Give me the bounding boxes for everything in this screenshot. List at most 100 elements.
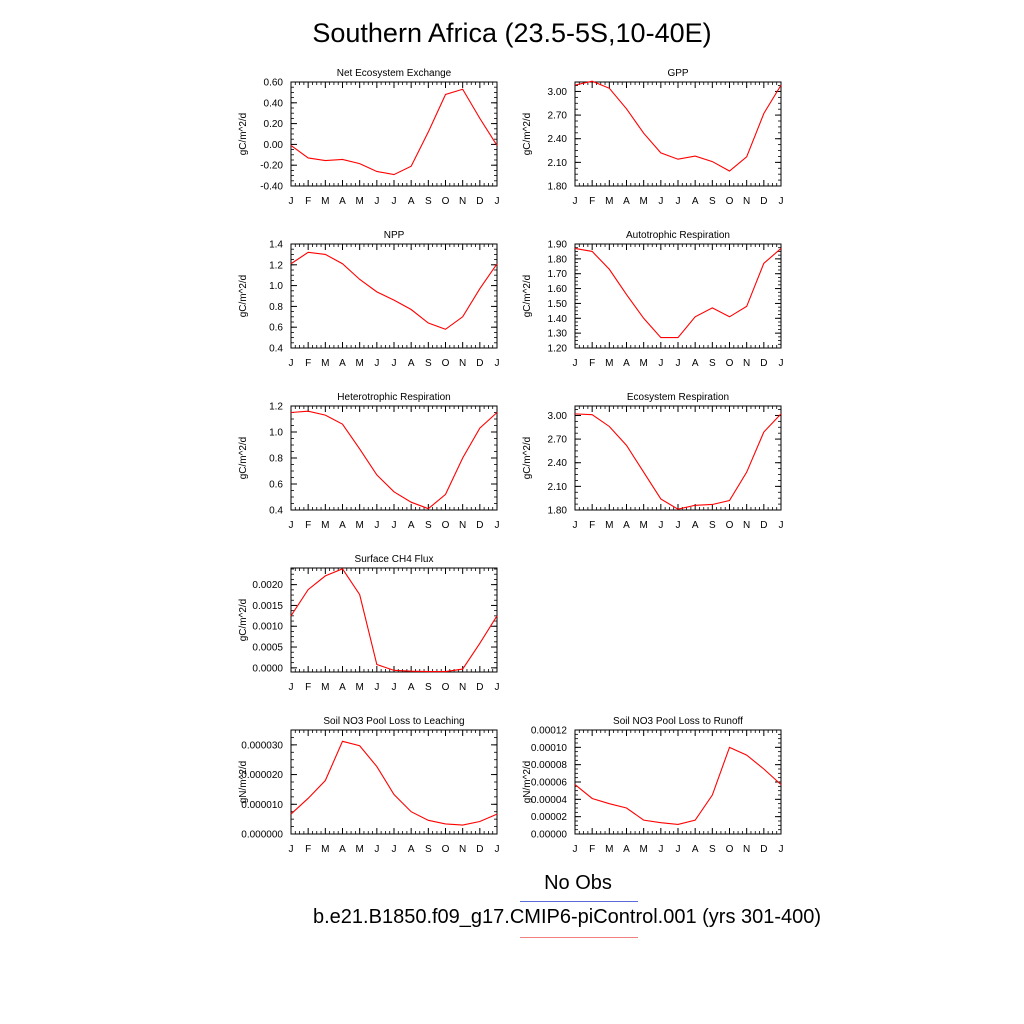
y-tick-label: 1.80 [548,182,568,193]
x-tick-label: S [709,844,716,855]
x-tick-label: F [305,844,311,855]
x-tick-label: J [573,196,578,207]
series-line [574,80,782,172]
x-tick-label: F [589,196,595,207]
x-tick-label: A [692,196,699,207]
x-tick-label: D [476,196,483,207]
x-tick-label: A [339,520,346,531]
x-tick-label: J [779,196,784,207]
plot-frame [574,81,782,187]
y-tick-label: 1.2 [269,402,283,413]
y-axis-label: gC/m^2/d [238,599,249,642]
x-tick-label: J [374,358,379,369]
x-tick-label: A [408,520,415,531]
y-tick-label: 1.30 [548,329,568,340]
chart-title: Ecosystem Respiration [627,392,729,403]
plot-frame [290,729,498,835]
y-tick-label: 1.0 [269,428,283,439]
x-tick-label: J [374,844,379,855]
x-tick-label: F [305,682,311,693]
y-tick-label: 0.0015 [252,601,283,612]
x-tick-label: N [459,520,466,531]
x-tick-label: D [760,196,767,207]
chart-title: GPP [667,68,688,79]
y-axis-label: gN/m^2/d [238,761,249,804]
y-tick-label: 1.70 [548,269,568,280]
y-axis-label: gN/m^2/d [522,761,533,804]
x-tick-label: M [605,844,613,855]
y-tick-label: 0.00008 [531,760,568,771]
x-tick-label: O [442,196,450,207]
chart-title: Heterotrophic Respiration [337,392,450,403]
y-tick-label: 0.00012 [531,726,568,737]
x-tick-label: M [321,844,329,855]
x-tick-label: J [392,196,397,207]
x-tick-label: J [495,520,500,531]
y-tick-label: 0.00000 [531,830,568,841]
x-tick-label: M [355,844,363,855]
y-tick-label: 1.40 [548,314,568,325]
x-tick-label: F [305,358,311,369]
x-tick-label: N [459,844,466,855]
x-tick-label: M [639,844,647,855]
x-tick-label: J [392,682,397,693]
x-tick-label: F [589,520,595,531]
x-tick-label: A [339,682,346,693]
x-tick-label: O [726,196,734,207]
x-tick-label: M [639,520,647,531]
x-tick-label: A [339,358,346,369]
x-tick-label: A [339,196,346,207]
x-tick-label: J [676,196,681,207]
legend-model-label: b.e21.B1850.f09_g17.CMIP6-piControl.001 … [313,906,822,928]
x-tick-label: A [692,520,699,531]
series-line [574,247,782,339]
y-tick-label: 2.40 [548,458,568,469]
x-tick-label: O [442,682,450,693]
y-tick-label: 1.20 [548,344,568,355]
x-tick-label: O [726,844,734,855]
y-tick-label: 3.00 [548,87,568,98]
x-tick-label: N [743,196,750,207]
x-tick-label: F [589,844,595,855]
y-tick-label: 0.6 [269,323,283,334]
x-tick-label: J [374,196,379,207]
chart-title: Net Ecosystem Exchange [337,68,452,79]
x-tick-label: J [495,844,500,855]
chart-title: Soil NO3 Pool Loss to Runoff [613,716,743,727]
y-tick-label: 0.8 [269,454,283,465]
plot-frame [290,567,498,673]
series-line [290,410,498,510]
x-tick-label: J [495,196,500,207]
x-tick-label: O [726,520,734,531]
chart-title: Autotrophic Respiration [626,230,730,241]
x-tick-label: J [573,358,578,369]
page-title: Southern Africa (23.5-5S,10-40E) [312,18,712,48]
chart-title: Soil NO3 Pool Loss to Leaching [323,716,464,727]
y-tick-label: 1.80 [548,254,568,265]
y-axis-label: gC/m^2/d [522,275,533,318]
x-tick-label: J [289,358,294,369]
x-tick-label: J [658,358,663,369]
chart-title: Surface CH4 Flux [355,554,434,565]
y-tick-label: 2.10 [548,482,568,493]
x-tick-label: A [408,844,415,855]
y-tick-label: 0.0010 [252,622,283,633]
series-line [290,740,498,826]
plot-frame [574,729,782,835]
x-tick-label: D [476,844,483,855]
y-tick-label: 0.00002 [531,812,568,823]
x-tick-label: F [305,196,311,207]
x-tick-label: A [408,358,415,369]
plot-frame [290,243,498,349]
y-axis-label: gC/m^2/d [238,437,249,480]
x-tick-label: F [305,520,311,531]
x-tick-label: A [408,682,415,693]
y-axis-label: gC/m^2/d [522,437,533,480]
x-tick-label: D [760,520,767,531]
y-tick-label: 1.0 [269,281,283,292]
y-tick-label: 0.60 [264,78,284,89]
